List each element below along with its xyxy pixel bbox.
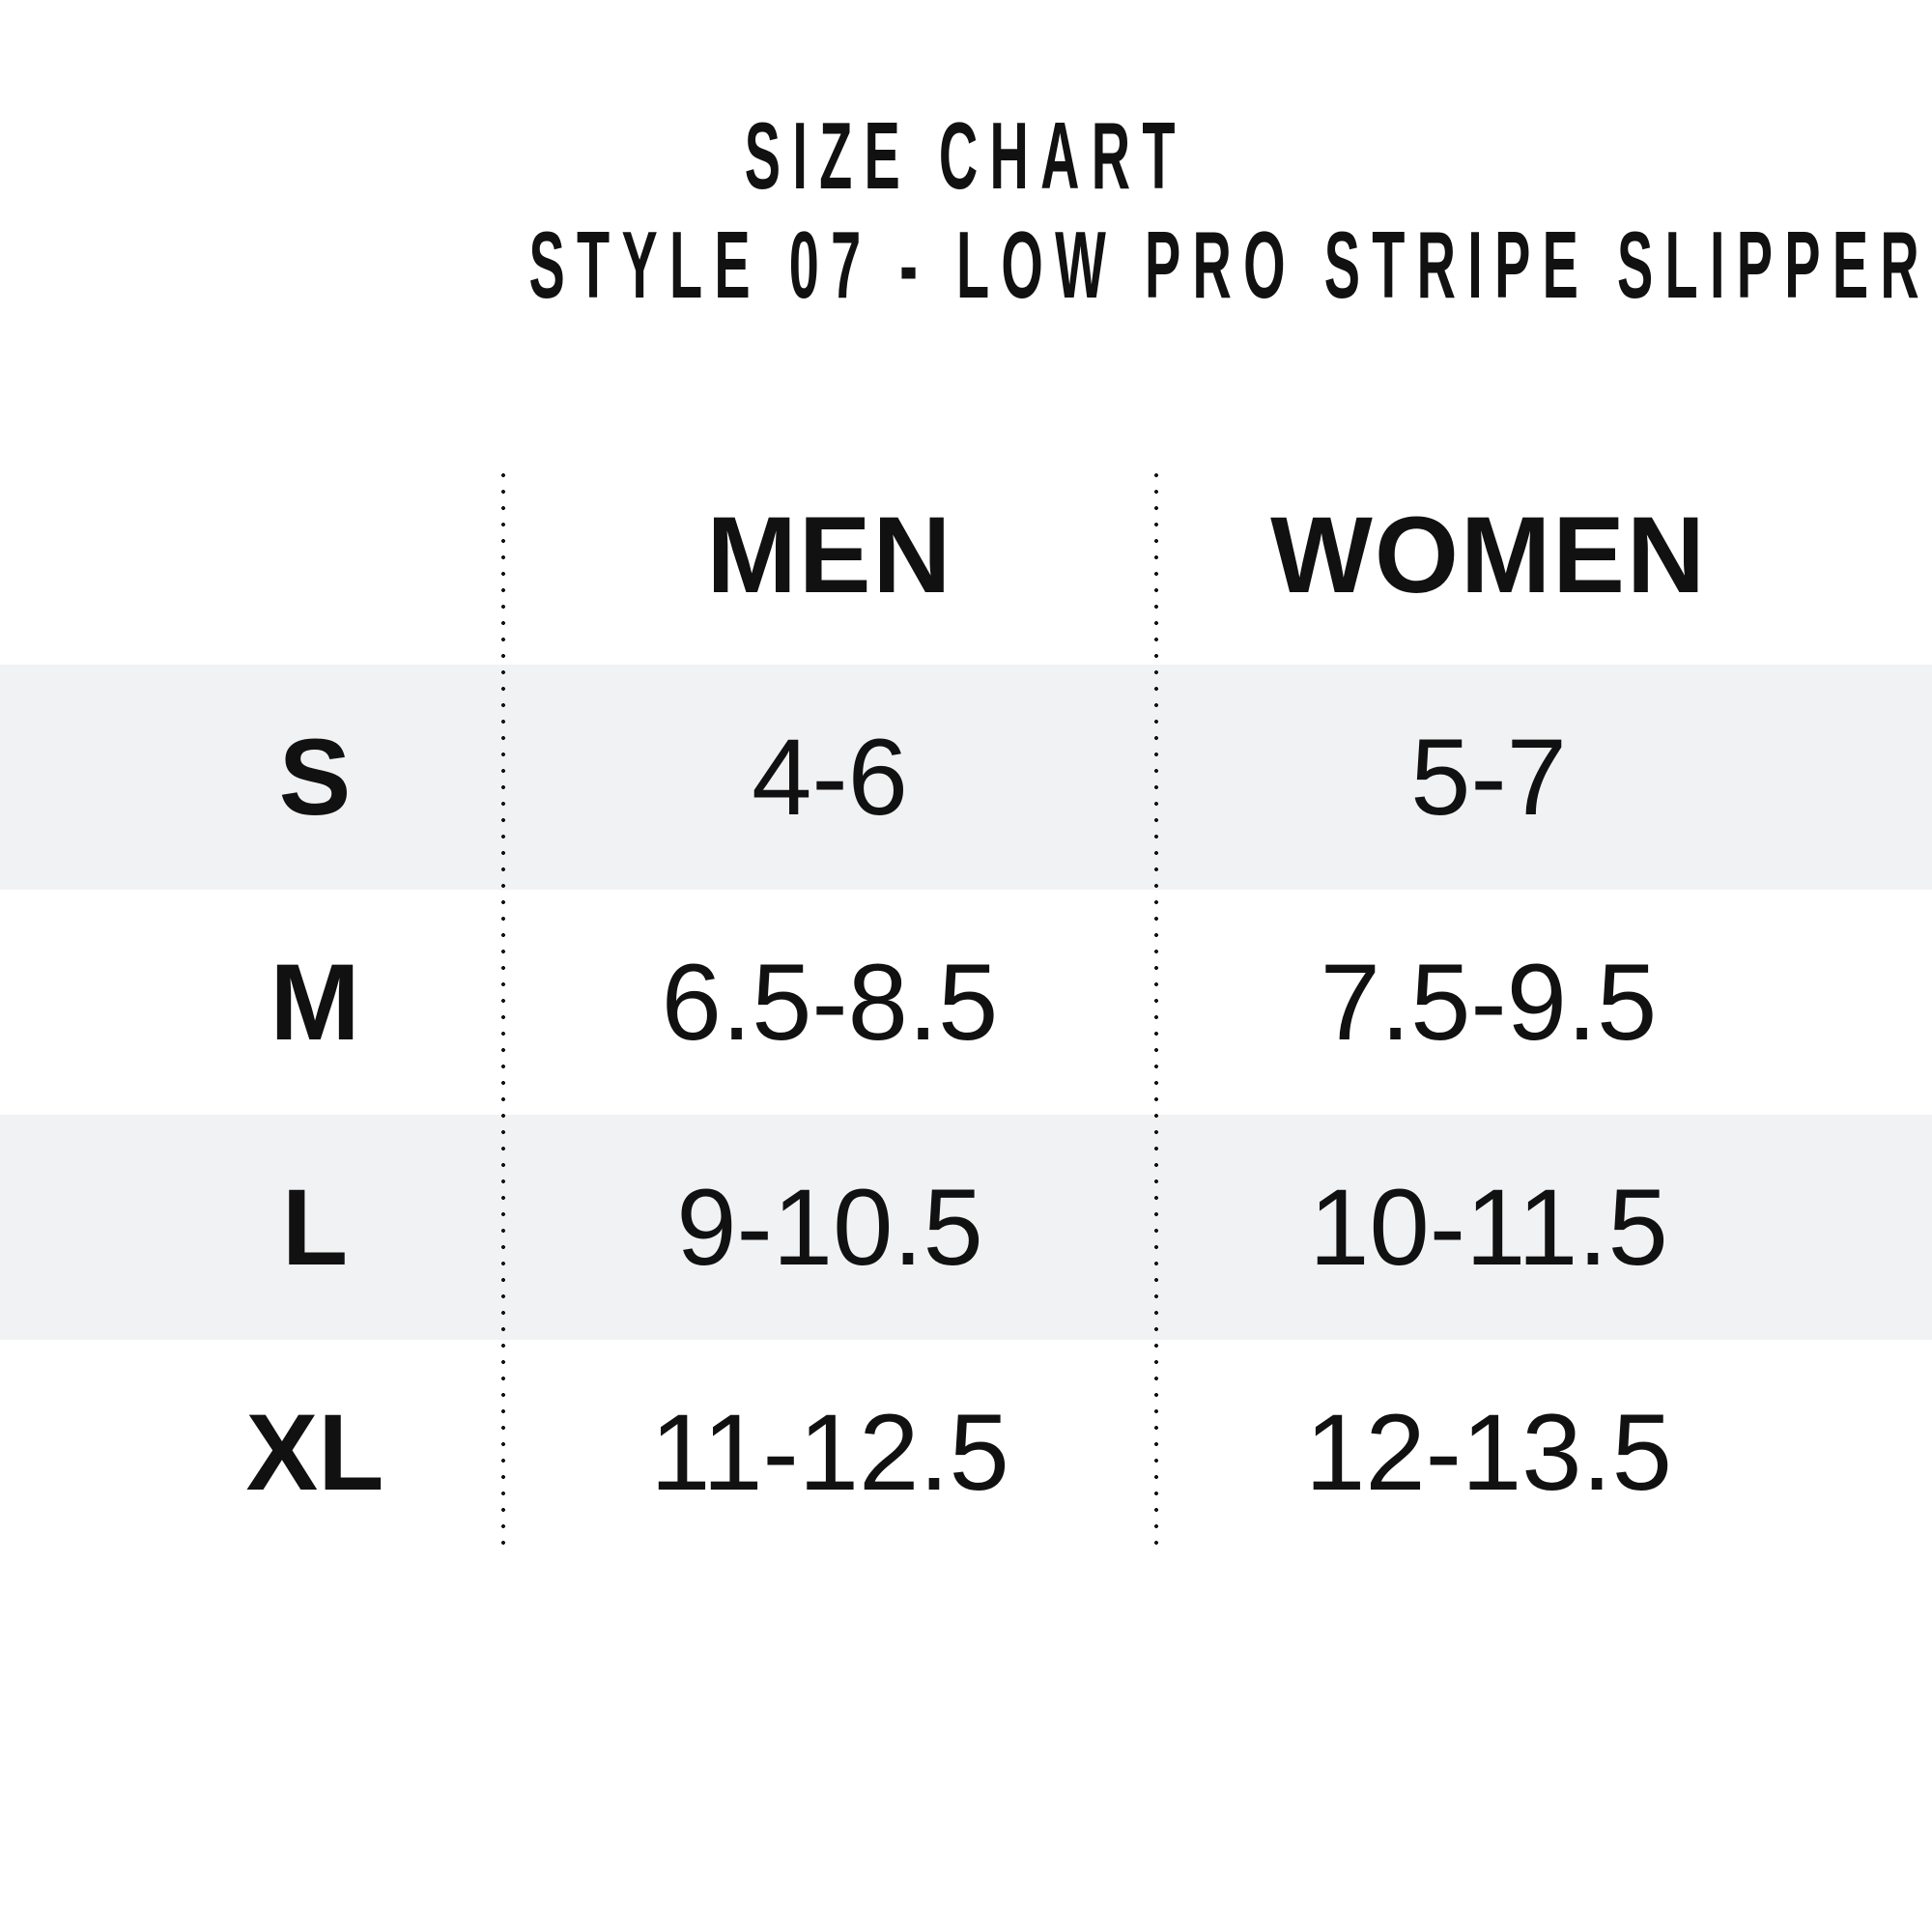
page-subtitle: STYLE 07 - LOW PRO STRIPE SLIPPER <box>528 212 1932 318</box>
corner-cell <box>0 444 503 665</box>
table-row: M 6.5-8.5 7.5-9.5 <box>0 890 1932 1115</box>
row-label: M <box>270 942 360 1063</box>
table-row: XL 11-12.5 12-13.5 <box>0 1340 1932 1565</box>
row-label: S <box>278 717 352 838</box>
cell-women-size: 7.5-9.5 <box>1320 942 1658 1063</box>
cell-men-size: 6.5-8.5 <box>661 942 999 1063</box>
cell-men-size: 4-6 <box>752 717 908 838</box>
column-divider-dotted-line <box>1154 473 1158 1546</box>
table-header-row: MEN WOMEN <box>0 444 1932 665</box>
table-row: S 4-6 5-7 <box>0 665 1932 890</box>
column-divider-dotted-line <box>501 473 505 1546</box>
cell-women-size: 10-11.5 <box>1309 1167 1668 1288</box>
size-chart-table: MEN WOMEN S 4-6 5-7 M 6.5-8.5 7.5-9.5 L … <box>0 444 1932 1565</box>
row-label: L <box>281 1167 349 1288</box>
cell-men-size: 9-10.5 <box>676 1167 983 1288</box>
row-label: XL <box>245 1392 384 1513</box>
table-row: L 9-10.5 10-11.5 <box>0 1115 1932 1340</box>
column-header-men: MEN <box>706 494 953 615</box>
cell-women-size: 12-13.5 <box>1305 1392 1672 1513</box>
page-title: SIZE CHART <box>744 102 1188 209</box>
cell-women-size: 5-7 <box>1410 717 1567 838</box>
cell-men-size: 11-12.5 <box>650 1392 1009 1513</box>
column-header-women: WOMEN <box>1270 494 1707 615</box>
title-block: SIZE CHART STYLE 07 - LOW PRO STRIPE SLI… <box>0 101 1932 320</box>
